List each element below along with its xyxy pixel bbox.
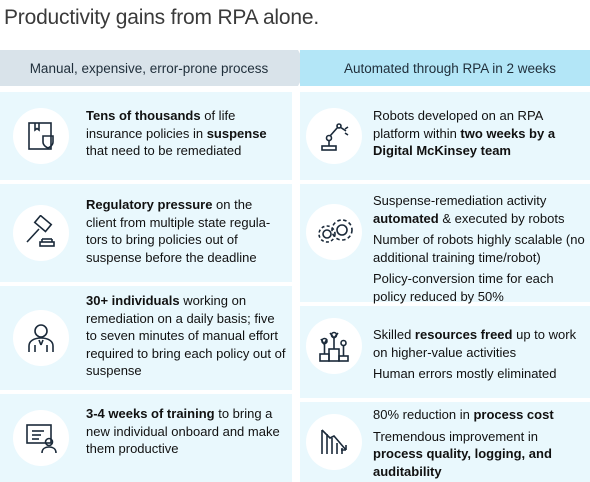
right-row-paragraph: Suspense-remediation activity automated …: [373, 192, 585, 227]
right-row-paragraph: Number of robots highly scalable (no add…: [373, 231, 585, 266]
right-row-text: Suspense-remediation activity automated …: [373, 192, 585, 305]
bold-text: Tens of thousands: [86, 108, 201, 123]
text-segment: 80% reduction in: [373, 407, 474, 422]
declining-chart-icon: [306, 414, 362, 470]
gears-icon: [306, 204, 362, 260]
robot-arm-icon: [306, 108, 362, 164]
bold-text: resources freed: [414, 327, 513, 342]
text-segment: up to work on higher-value activities: [373, 327, 577, 360]
right-row-text: 80% reduction in process cost Tremendous …: [373, 406, 585, 480]
right-row-paragraph: Robots developed on an RPA platform with…: [373, 107, 585, 160]
right-row-text: Robots developed on an RPA platform with…: [373, 107, 585, 160]
bold-text: 3-4 weeks of training: [86, 406, 215, 421]
left-row-text: 30+ individuals working on remediation o…: [86, 292, 286, 380]
right-row-paragraph: Skilled resources freed up to work on hi…: [373, 326, 585, 361]
text-segment: to bring a new individual onboard and ma…: [86, 406, 280, 456]
right-row-paragraph: Human errors mostly eliminated: [373, 365, 585, 383]
bold-text: process cost: [473, 407, 554, 422]
right-row-resources: Skilled resources freed up to work on hi…: [300, 306, 590, 398]
left-row-text: 3-4 weeks of training to bring a new ind…: [86, 405, 286, 458]
header-manual-process: Manual, expensive, error-prone process: [0, 50, 308, 86]
left-row-regulatory: Regulatory pressure on the client from m…: [0, 184, 292, 282]
page-title: Productivity gains from RPA alone.: [4, 6, 319, 29]
bold-text: suspense: [206, 125, 267, 141]
text-segment: Skilled: [373, 327, 415, 342]
person-icon: [13, 310, 69, 366]
right-row-text: Skilled resources freed up to work on hi…: [373, 326, 585, 383]
bold-text: 30+ individuals: [86, 293, 180, 308]
text-segment: Robots developed on an RPA platform with…: [373, 108, 543, 141]
right-row-robots: Robots developed on an RPA platform with…: [300, 92, 590, 180]
left-row-text: Regulatory pressure on the client from m…: [86, 196, 286, 266]
left-row-paragraph: 3-4 weeks of training to bring a new ind…: [86, 405, 286, 458]
training-presentation-icon: [13, 410, 69, 466]
text-segment: & executed by robots: [438, 210, 565, 226]
header-automated-process: Automated through RPA in 2 weeks: [300, 50, 590, 86]
bold-text: two weeks by a Digital McKinsey team: [373, 125, 556, 159]
left-row-paragraph: Tens of thousands of life insurance poli…: [86, 107, 286, 160]
right-row-paragraph: Policy-conversion time for each policy r…: [373, 270, 585, 305]
right-row-cost: 80% reduction in process cost Tremendous …: [300, 402, 590, 482]
right-row-automation: Suspense-remediation activity automated …: [300, 184, 590, 305]
bold-text: automated: [373, 210, 439, 226]
text-segment: on the client from multiple state regula…: [86, 197, 271, 265]
gavel-icon: [13, 205, 69, 261]
box-document-icon: [13, 108, 69, 164]
header-left-label: Manual, expensive, error-prone process: [29, 60, 269, 76]
right-row-paragraph: 80% reduction in process cost: [373, 406, 585, 424]
right-row-paragraph: Tremendous improvement in process qualit…: [373, 428, 585, 481]
text-segment: Suspense-remediation activity: [373, 193, 547, 208]
text-segment: that need to be remediated: [86, 143, 242, 158]
text-segment: of life insurance policies in: [86, 108, 236, 141]
left-row-paragraph: Regulatory pressure on the client from m…: [86, 196, 286, 266]
left-row-policies: Tens of thousands of life insurance poli…: [0, 92, 292, 180]
bold-text: process quality, logging, and auditabili…: [373, 446, 552, 479]
podium-people-icon: [306, 318, 362, 374]
bold-text: Regulatory pressure: [86, 197, 213, 212]
left-row-individuals: 30+ individuals working on remediation o…: [0, 286, 292, 390]
text-segment: working on remediation on a daily basis;…: [86, 293, 286, 378]
text-segment: Policy-conversion time for each policy r…: [373, 271, 554, 304]
text-segment: Number of robots highly scalable (no add…: [373, 232, 585, 265]
left-row-paragraph: 30+ individuals working on remediation o…: [86, 292, 286, 380]
header-right-label: Automated through RPA in 2 weeks: [343, 60, 557, 76]
text-segment: Tremendous improvement in: [373, 428, 538, 444]
left-row-text: Tens of thousands of life insurance poli…: [86, 107, 286, 160]
left-row-training: 3-4 weeks of training to bring a new ind…: [0, 394, 292, 482]
text-segment: Human errors mostly eliminated: [373, 366, 557, 381]
